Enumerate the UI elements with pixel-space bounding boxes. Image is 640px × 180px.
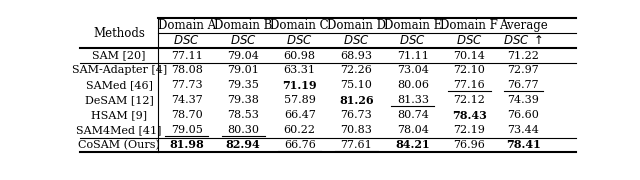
- Text: 72.10: 72.10: [453, 66, 485, 75]
- Text: 81.33: 81.33: [397, 95, 429, 105]
- Text: 80.74: 80.74: [397, 110, 429, 120]
- Text: $\mathit{DSC}$: $\mathit{DSC}$: [286, 34, 313, 47]
- Text: 79.01: 79.01: [227, 66, 259, 75]
- Text: 80.06: 80.06: [397, 80, 429, 90]
- Text: 79.04: 79.04: [227, 51, 259, 60]
- Text: 76.96: 76.96: [453, 140, 485, 150]
- Text: 63.31: 63.31: [284, 66, 316, 75]
- Text: Domain E: Domain E: [384, 19, 442, 32]
- Text: 60.98: 60.98: [284, 51, 316, 60]
- Text: 84.21: 84.21: [396, 140, 430, 150]
- Text: 76.60: 76.60: [508, 110, 540, 120]
- Text: 80.30: 80.30: [227, 125, 259, 135]
- Text: 77.73: 77.73: [171, 80, 202, 90]
- Text: 57.89: 57.89: [284, 95, 316, 105]
- Text: CoSAM (Ours): CoSAM (Ours): [78, 140, 160, 150]
- Text: $\mathit{DSC}$: $\mathit{DSC}$: [456, 34, 483, 47]
- Text: 81.26: 81.26: [339, 95, 374, 106]
- Text: 75.10: 75.10: [340, 80, 372, 90]
- Text: 76.77: 76.77: [508, 80, 540, 90]
- Text: Methods: Methods: [93, 27, 145, 40]
- Text: 71.11: 71.11: [397, 51, 429, 60]
- Text: $\mathit{DSC}$: $\mathit{DSC}$: [173, 34, 200, 47]
- Text: 77.11: 77.11: [171, 51, 202, 60]
- Text: SAM [20]: SAM [20]: [92, 51, 146, 60]
- Text: 74.39: 74.39: [508, 95, 540, 105]
- Text: Domain A: Domain A: [157, 19, 216, 32]
- Text: 71.22: 71.22: [508, 51, 540, 60]
- Text: 73.04: 73.04: [397, 66, 429, 75]
- Text: Domain D: Domain D: [327, 19, 386, 32]
- Text: 77.16: 77.16: [454, 80, 485, 90]
- Text: 78.43: 78.43: [452, 110, 487, 121]
- Text: 78.41: 78.41: [506, 140, 541, 150]
- Text: Average: Average: [499, 19, 548, 32]
- Text: 72.26: 72.26: [340, 66, 372, 75]
- Text: SAM4Med [41]: SAM4Med [41]: [76, 125, 162, 135]
- Text: Domain B: Domain B: [214, 19, 273, 32]
- Text: HSAM [9]: HSAM [9]: [91, 110, 147, 120]
- Text: SAM-Adapter [4]: SAM-Adapter [4]: [72, 66, 167, 75]
- Text: $\mathit{DSC}$: $\mathit{DSC}$: [399, 34, 426, 47]
- Text: 72.97: 72.97: [508, 66, 540, 75]
- Text: 70.83: 70.83: [340, 125, 372, 135]
- Text: 72.19: 72.19: [453, 125, 485, 135]
- Text: 77.61: 77.61: [340, 140, 372, 150]
- Text: 73.44: 73.44: [508, 125, 540, 135]
- Text: $\mathit{DSC}$: $\mathit{DSC}$: [343, 34, 370, 47]
- Text: 79.35: 79.35: [227, 80, 259, 90]
- Text: 78.08: 78.08: [171, 66, 203, 75]
- Text: 78.53: 78.53: [227, 110, 259, 120]
- Text: 71.19: 71.19: [282, 80, 317, 91]
- Text: 81.98: 81.98: [169, 140, 204, 150]
- Text: DeSAM [12]: DeSAM [12]: [84, 95, 154, 105]
- Text: 70.14: 70.14: [453, 51, 485, 60]
- Text: $\mathit{DSC}$: $\mathit{DSC}$: [230, 34, 257, 47]
- Text: Domain C: Domain C: [271, 19, 329, 32]
- Text: 79.05: 79.05: [171, 125, 203, 135]
- Text: 68.93: 68.93: [340, 51, 372, 60]
- Text: SAMed [46]: SAMed [46]: [86, 80, 153, 90]
- Text: Domain F: Domain F: [440, 19, 499, 32]
- Text: 74.37: 74.37: [171, 95, 202, 105]
- Text: 78.04: 78.04: [397, 125, 429, 135]
- Text: 66.76: 66.76: [284, 140, 316, 150]
- Text: 79.38: 79.38: [227, 95, 259, 105]
- Text: $\mathit{DSC}$ $\uparrow$: $\mathit{DSC}$ $\uparrow$: [504, 34, 543, 47]
- Text: 66.47: 66.47: [284, 110, 316, 120]
- Text: 82.94: 82.94: [226, 140, 260, 150]
- Text: 78.70: 78.70: [171, 110, 202, 120]
- Text: 76.73: 76.73: [340, 110, 372, 120]
- Text: 72.12: 72.12: [453, 95, 485, 105]
- Text: 60.22: 60.22: [284, 125, 316, 135]
